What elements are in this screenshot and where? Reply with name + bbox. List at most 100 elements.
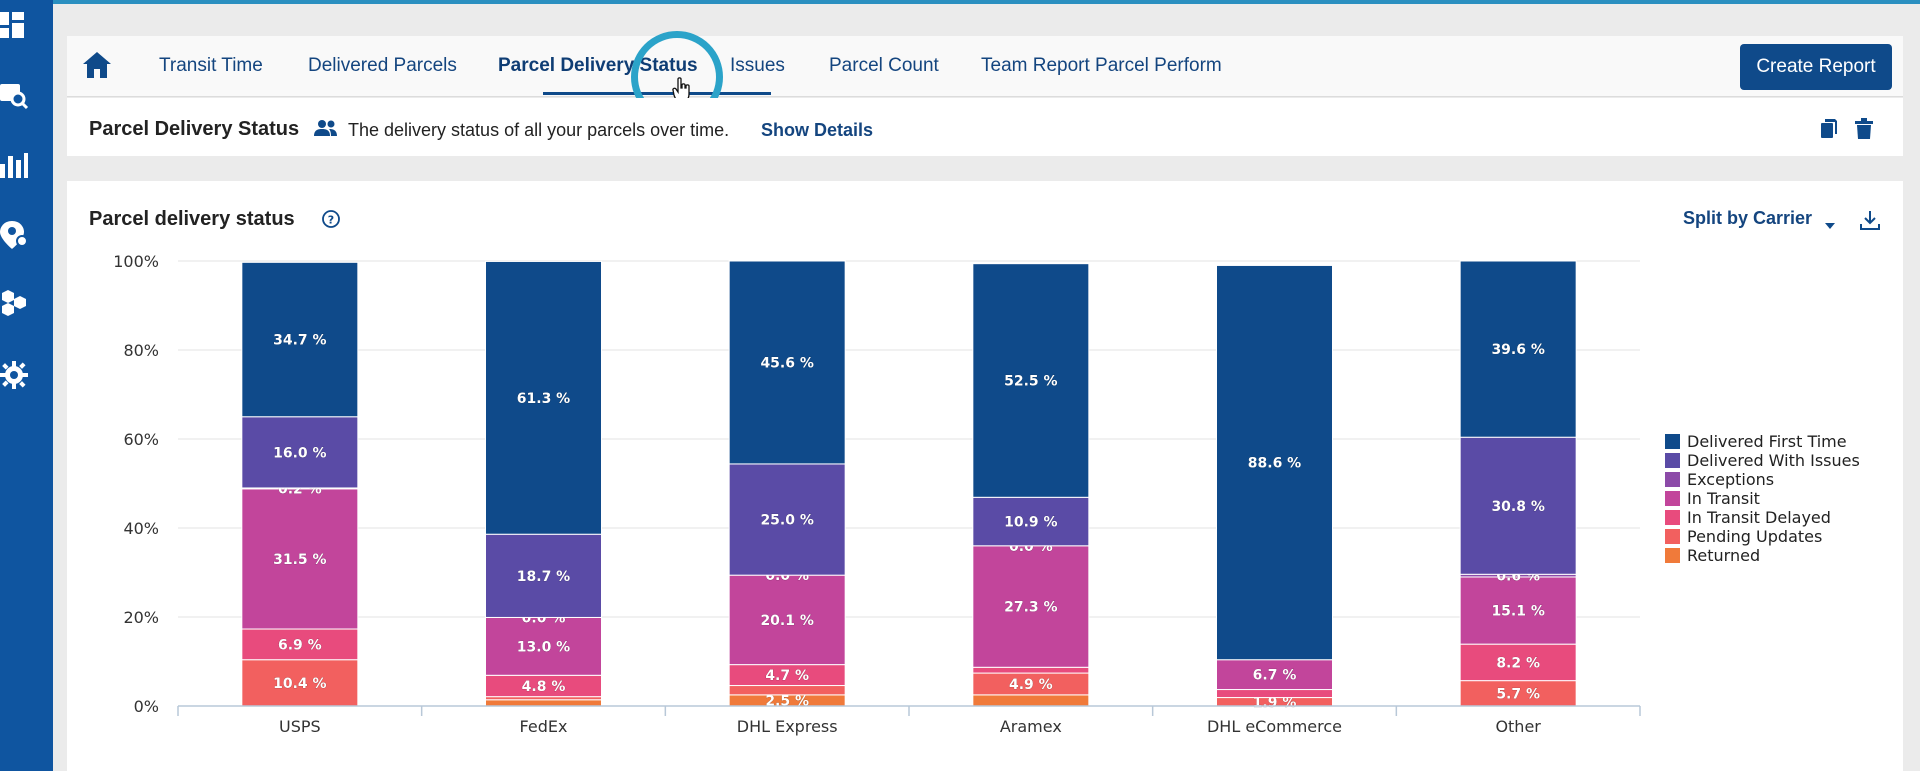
tab-parcel-delivery-status[interactable]: Parcel Delivery Status (498, 55, 698, 76)
bar-segment (728, 463, 846, 576)
data-label: 61.3 % (517, 391, 570, 407)
location-pin-icon[interactable] (0, 217, 36, 253)
data-label: 52.5 % (1004, 373, 1057, 389)
bar-segment (1459, 436, 1577, 575)
delete-icon[interactable] (1854, 118, 1874, 140)
x-tick-label: USPS (279, 717, 321, 736)
bar-segment (1459, 576, 1577, 645)
data-label: 88.6 % (1248, 456, 1301, 472)
bar-segment (972, 496, 1090, 547)
bar-segment (485, 699, 602, 707)
data-label: 10.4 % (273, 676, 326, 692)
legend-swatch (1665, 453, 1680, 468)
data-label: 8.2 % (1496, 655, 1540, 671)
bar-segment (1459, 643, 1577, 682)
tab-delivered-parcels[interactable]: Delivered Parcels (308, 55, 457, 76)
legend-label: In Transit (1687, 489, 1760, 508)
shared-users-icon (314, 119, 338, 137)
hand-cursor-icon (672, 77, 692, 103)
data-label: 15.1 % (1491, 604, 1544, 620)
bar-segment (241, 261, 359, 418)
legend-label: Delivered First Time (1687, 432, 1847, 451)
tab-parcel-count[interactable]: Parcel Count (829, 55, 939, 76)
chart-card: 0% 20% 40% 60% 80% 100% 10.4 % 6.9 % 31.5 % 0.2 %… (67, 181, 1903, 771)
legend-swatch (1665, 491, 1680, 506)
copy-icon[interactable] (1819, 118, 1839, 140)
bar-segment (1459, 260, 1577, 438)
y-tick-label: 0% (134, 697, 159, 716)
create-report-button[interactable]: Create Report (1740, 44, 1892, 90)
x-tick-label: FedEx (520, 717, 568, 736)
x-tick-label: Aramex (1000, 717, 1062, 736)
dashboard-icon[interactable] (0, 8, 36, 44)
report-description: The delivery status of all your parcels … (348, 120, 730, 140)
data-label: 4.9 % (1009, 677, 1053, 693)
x-tick-label: DHL Express (737, 717, 838, 736)
show-details-link[interactable]: Show Details (761, 120, 874, 140)
home-icon[interactable] (81, 50, 113, 82)
tab-issues[interactable]: Issues (730, 55, 785, 76)
bar-segment (728, 260, 846, 465)
bar-segment (728, 574, 846, 666)
data-label: 31.5 % (273, 552, 326, 568)
tab-transit-time[interactable]: Transit Time (159, 55, 263, 76)
settings-gear-icon[interactable] (0, 357, 36, 393)
legend-swatch (1665, 472, 1680, 487)
y-tick-label: 80% (123, 341, 159, 360)
data-label: 13.0 % (517, 639, 570, 655)
stacked-bar-chart: 0%20%40%60%80%100%10.4 %6.9 %31.5 %0.2 %… (113, 252, 1641, 736)
data-label: 45.6 % (760, 355, 813, 371)
bar-segment (972, 545, 1090, 668)
bar-segment (972, 666, 1090, 674)
legend-swatch (1665, 529, 1680, 544)
parcel-search-icon[interactable] (0, 77, 36, 113)
hexagons-icon[interactable] (0, 285, 36, 321)
legend-swatch (1665, 510, 1680, 525)
legend-swatch (1665, 548, 1680, 563)
bar-segment (485, 260, 602, 535)
download-icon[interactable] (1859, 209, 1881, 231)
data-label: 5.7 % (1496, 686, 1540, 702)
bar-segment (972, 263, 1090, 498)
data-label: 1.9 % (1253, 695, 1297, 711)
data-label: 27.3 % (1004, 600, 1057, 616)
active-tab-indicator (543, 92, 771, 95)
bar-segment (241, 416, 359, 489)
split-by-carrier-dropdown[interactable]: Split by Carrier (1683, 208, 1813, 228)
data-label: 6.9 % (278, 637, 322, 653)
bar-segment (485, 616, 602, 676)
report-tab-bar: Transit Time Delivered Parcels Parcel De… (67, 36, 1903, 97)
y-tick-label: 60% (123, 430, 159, 449)
data-label: 20.1 % (760, 613, 813, 629)
y-tick-label: 20% (123, 608, 159, 627)
data-label: 4.8 % (522, 679, 566, 695)
data-label: 16.0 % (273, 445, 326, 461)
help-icon[interactable]: ? (321, 209, 341, 229)
data-label: 18.7 % (517, 569, 570, 585)
data-label: 30.8 % (1491, 499, 1544, 515)
y-tick-label: 40% (123, 519, 159, 538)
data-label: 34.7 % (273, 333, 326, 349)
caret-down-icon[interactable] (1825, 216, 1835, 229)
data-label: 10.9 % (1004, 515, 1057, 531)
bar-segment (485, 533, 602, 618)
legend-label: In Transit Delayed (1687, 508, 1831, 527)
bar-segment (972, 694, 1090, 707)
x-tick-label: DHL eCommerce (1207, 717, 1342, 736)
bar-segment (728, 685, 846, 696)
data-label: 39.6 % (1491, 342, 1544, 358)
report-title: Parcel Delivery Status (89, 118, 300, 140)
report-header: Parcel Delivery Status The delivery stat… (67, 98, 1903, 156)
legend-swatch (1665, 434, 1680, 449)
data-label: 25.0 % (760, 513, 813, 529)
data-label: 4.7 % (765, 668, 809, 684)
tab-team-report-parcel-perform[interactable]: Team Report Parcel Perform (981, 55, 1222, 76)
bar-segment (1216, 264, 1333, 661)
top-accent-line (0, 0, 1920, 4)
bar-chart-icon[interactable] (0, 147, 36, 183)
legend-label: Delivered With Issues (1687, 451, 1860, 470)
svg-text:?: ? (328, 214, 334, 227)
data-label: 6.7 % (1253, 668, 1297, 684)
legend-label: Returned (1687, 546, 1761, 565)
y-tick-label: 100% (113, 252, 159, 271)
